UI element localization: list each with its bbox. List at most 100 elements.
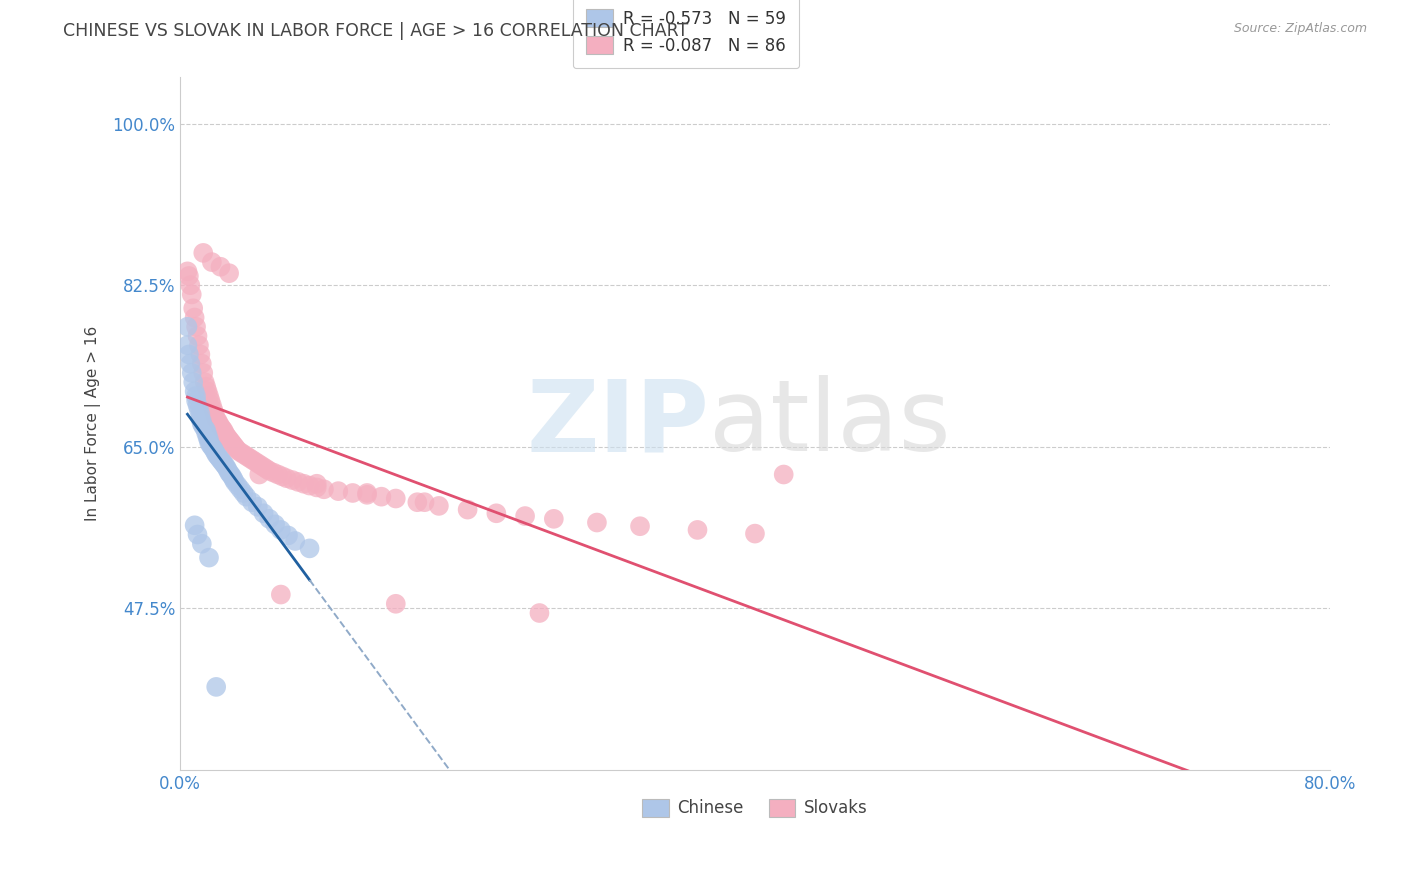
Point <box>202 442 225 456</box>
Point <box>219 467 242 482</box>
Point <box>207 449 229 463</box>
Point <box>229 445 252 459</box>
Point <box>287 475 309 489</box>
Point <box>259 512 281 526</box>
Point <box>190 408 212 422</box>
Point <box>586 516 609 530</box>
Point <box>198 435 221 450</box>
Point <box>179 278 201 293</box>
Point <box>186 398 208 412</box>
Point <box>211 421 233 435</box>
Point <box>209 452 232 467</box>
Point <box>191 417 214 431</box>
Point <box>305 476 328 491</box>
Point <box>240 495 263 509</box>
Point <box>264 517 287 532</box>
Point <box>191 537 214 551</box>
Point <box>628 519 651 533</box>
Point <box>214 425 236 440</box>
Point <box>252 460 274 475</box>
Point <box>211 454 233 468</box>
Point <box>226 443 249 458</box>
Point <box>184 389 207 403</box>
Point <box>204 444 226 458</box>
Point <box>181 375 204 389</box>
Point <box>276 471 298 485</box>
Point <box>312 483 335 497</box>
Point <box>270 588 292 602</box>
Point <box>183 310 205 325</box>
Point <box>413 495 436 509</box>
Point <box>194 375 217 389</box>
Point <box>200 393 222 408</box>
Point <box>259 464 281 478</box>
Point <box>218 466 240 480</box>
Point <box>209 419 232 434</box>
Point <box>188 402 211 417</box>
Point <box>197 427 219 442</box>
Point <box>243 454 266 468</box>
Point <box>184 393 207 408</box>
Point <box>543 512 565 526</box>
Point <box>214 458 236 473</box>
Text: atlas: atlas <box>709 376 950 472</box>
Point <box>229 483 252 497</box>
Point <box>197 431 219 445</box>
Point <box>177 347 200 361</box>
Point <box>194 421 217 435</box>
Point <box>195 425 218 440</box>
Point <box>186 329 208 343</box>
Point <box>267 467 290 482</box>
Point <box>198 389 221 403</box>
Point <box>256 462 278 476</box>
Point <box>193 419 215 434</box>
Point <box>246 457 269 471</box>
Point <box>215 460 238 475</box>
Point <box>277 528 299 542</box>
Point <box>176 338 198 352</box>
Point <box>222 472 245 486</box>
Point <box>247 467 270 482</box>
Point <box>215 428 238 442</box>
Point <box>218 433 240 447</box>
Point <box>191 357 214 371</box>
Point <box>252 506 274 520</box>
Point <box>179 357 201 371</box>
Point <box>190 347 212 361</box>
Point <box>224 440 246 454</box>
Point <box>305 480 328 494</box>
Point <box>772 467 794 482</box>
Point <box>240 452 263 467</box>
Point <box>217 463 239 477</box>
Point <box>221 469 243 483</box>
Point <box>197 384 219 399</box>
Point <box>205 412 228 426</box>
Point <box>224 475 246 489</box>
Point <box>225 442 247 456</box>
Point <box>201 255 224 269</box>
Point <box>207 414 229 428</box>
Point <box>457 502 479 516</box>
Point <box>205 447 228 461</box>
Point <box>226 478 249 492</box>
Point <box>384 597 406 611</box>
Point <box>384 491 406 506</box>
Point <box>485 506 508 520</box>
Point <box>298 541 321 556</box>
Point <box>744 526 766 541</box>
Point <box>180 287 202 301</box>
Point <box>186 527 208 541</box>
Point <box>232 486 254 500</box>
Point <box>263 466 285 480</box>
Point <box>222 438 245 452</box>
Point <box>190 412 212 426</box>
Point <box>177 268 200 283</box>
Point <box>235 449 257 463</box>
Point <box>205 680 228 694</box>
Point <box>193 246 215 260</box>
Point <box>195 380 218 394</box>
Point <box>201 398 224 412</box>
Text: Source: ZipAtlas.com: Source: ZipAtlas.com <box>1233 22 1367 36</box>
Point <box>427 499 450 513</box>
Text: ZIP: ZIP <box>526 376 709 472</box>
